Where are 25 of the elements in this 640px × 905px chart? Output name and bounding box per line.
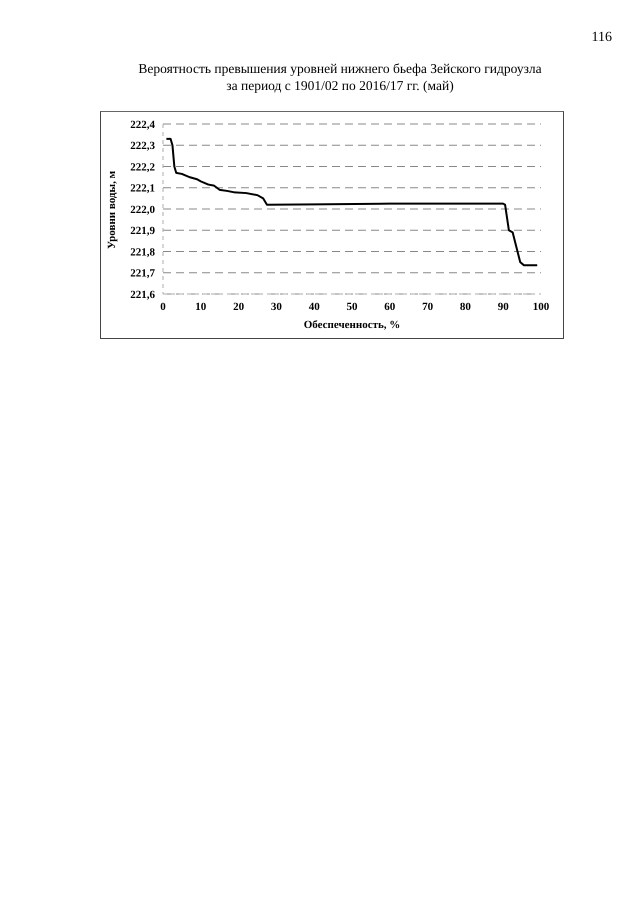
x-tick-label: 100 xyxy=(532,300,550,313)
x-tick-label: 50 xyxy=(346,300,358,313)
y-tick-label: 221,8 xyxy=(130,246,156,258)
x-tick-label: 20 xyxy=(233,300,245,313)
y-tick-label: 221,7 xyxy=(130,268,156,280)
y-tick-label: 222,2 xyxy=(130,161,156,174)
y-tick-label: 221,9 xyxy=(130,225,156,238)
y-tick-label: 222,0 xyxy=(130,204,156,216)
x-tick-label: 40 xyxy=(308,300,320,313)
x-tick-label: 90 xyxy=(498,300,510,313)
y-tick-label: 222,3 xyxy=(130,140,156,152)
x-axis-title: Обеспеченность, % xyxy=(304,319,400,331)
y-tick-label: 221,6 xyxy=(130,288,156,301)
x-tick-label: 60 xyxy=(384,300,396,313)
x-tick-label: 80 xyxy=(460,300,472,313)
chart-title: Вероятность превышения уровней нижнего бьефа Зейского гидроузла за период с 1901/02 по 2016/17 гг. (май) xyxy=(137,60,543,94)
x-tick-label: 10 xyxy=(195,300,207,313)
y-axis-title: Уровни воды, м xyxy=(106,170,118,249)
line-series xyxy=(165,138,538,266)
x-tick-label: 30 xyxy=(270,300,282,313)
text: 116 xyxy=(592,30,612,46)
y-tick-label: 222,1 xyxy=(130,182,155,195)
x-tick-label: 0 xyxy=(160,300,166,313)
y-tick-label: 222,4 xyxy=(130,118,156,131)
x-tick-label: 70 xyxy=(422,300,434,313)
